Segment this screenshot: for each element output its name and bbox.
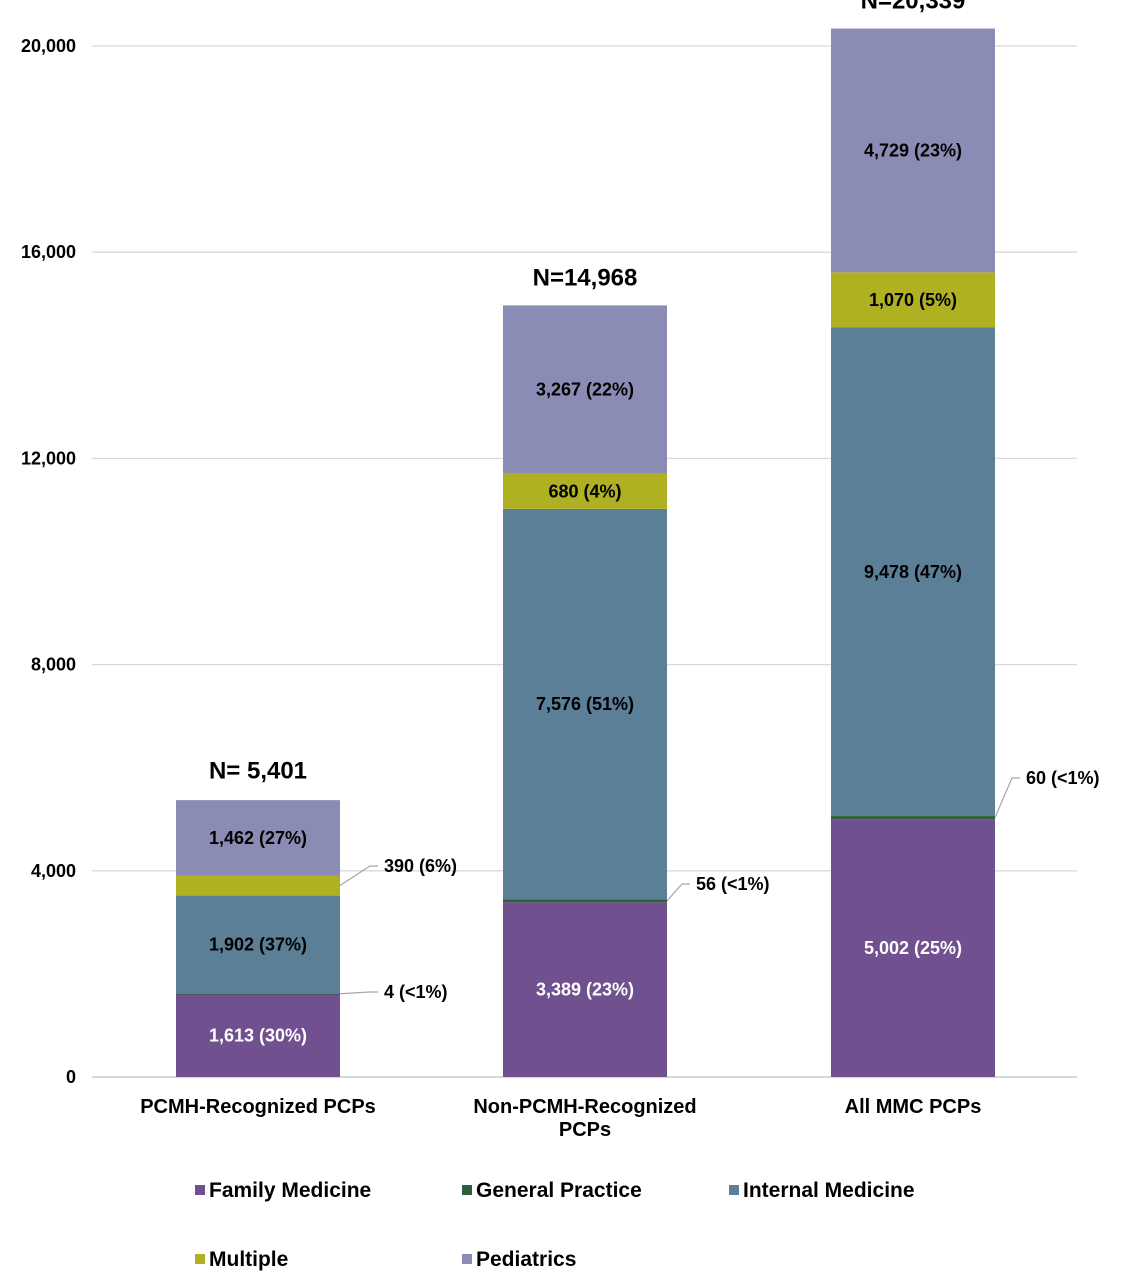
total-label: N=14,968 [533,264,638,291]
data-label: 60 (<1%) [1026,768,1100,788]
y-tick-label: 12,000 [21,448,76,468]
legend-label: Multiple [209,1248,288,1271]
data-label: 1,462 (27%) [209,828,307,848]
bar-segment-general-practice [831,816,995,820]
x-tick-label: PCMH-Recognized PCPs [140,1096,376,1118]
data-label: 7,576 (51%) [536,694,634,714]
bar-segment-pediatrics [831,28,995,273]
x-tick-label: PCPs [559,1119,611,1141]
data-label: 3,389 (23%) [536,980,634,1000]
total-label: N= 5,401 [209,758,307,785]
bar-segment-general-practice [176,993,340,995]
y-tick-label: 8,000 [31,655,76,675]
bar-segment-multiple [831,272,995,328]
y-tick-label: 20,000 [21,36,76,56]
legend-swatch [462,1254,472,1264]
bar-segment-pediatrics [176,800,340,876]
legend-swatch [195,1185,205,1195]
data-label: 4 (<1%) [384,982,448,1002]
bar-segment-internal-medicine [503,508,667,900]
leader-line [339,865,378,887]
legend-label: Internal Medicine [743,1179,915,1202]
data-label: 680 (4%) [548,481,621,501]
leader-line [666,883,690,902]
bar-segment-multiple [503,473,667,509]
legend-label: Pediatrics [476,1248,576,1271]
data-label: 390 (6%) [384,856,457,876]
data-label: 3,267 (22%) [536,380,634,400]
data-label: 1,613 (30%) [209,1025,307,1045]
bar-segment-family-medicine [831,819,995,1077]
bar-segment-internal-medicine [831,327,995,817]
legend-label: Family Medicine [209,1179,371,1202]
leader-line [994,777,1020,818]
bar-segment-family-medicine [176,993,340,1077]
bar-segment-general-practice [503,899,667,903]
legend-swatch [462,1185,472,1195]
legend-label: General Practice [476,1179,642,1202]
bar-segment-family-medicine [503,902,667,1077]
data-label: 9,478 (47%) [864,562,962,582]
bar-segment-internal-medicine [176,895,340,994]
x-tick-label: All MMC PCPs [845,1096,982,1118]
data-label: 1,902 (37%) [209,935,307,955]
bar-segment-multiple [176,875,340,896]
data-label: 1,070 (5%) [869,290,957,310]
bar-segment-pediatrics [503,305,667,474]
data-label: 5,002 (25%) [864,938,962,958]
y-tick-label: 0 [66,1067,76,1087]
legend-swatch [729,1185,739,1195]
total-label: N=20,339 [861,0,966,15]
data-label: 4,729 (23%) [864,140,962,160]
legend-swatch [195,1254,205,1264]
x-tick-label: Non-PCMH-Recognized [473,1096,696,1118]
data-label: 56 (<1%) [696,874,770,894]
y-tick-label: 4,000 [31,861,76,881]
leader-line [339,991,378,995]
y-tick-label: 16,000 [21,242,76,262]
